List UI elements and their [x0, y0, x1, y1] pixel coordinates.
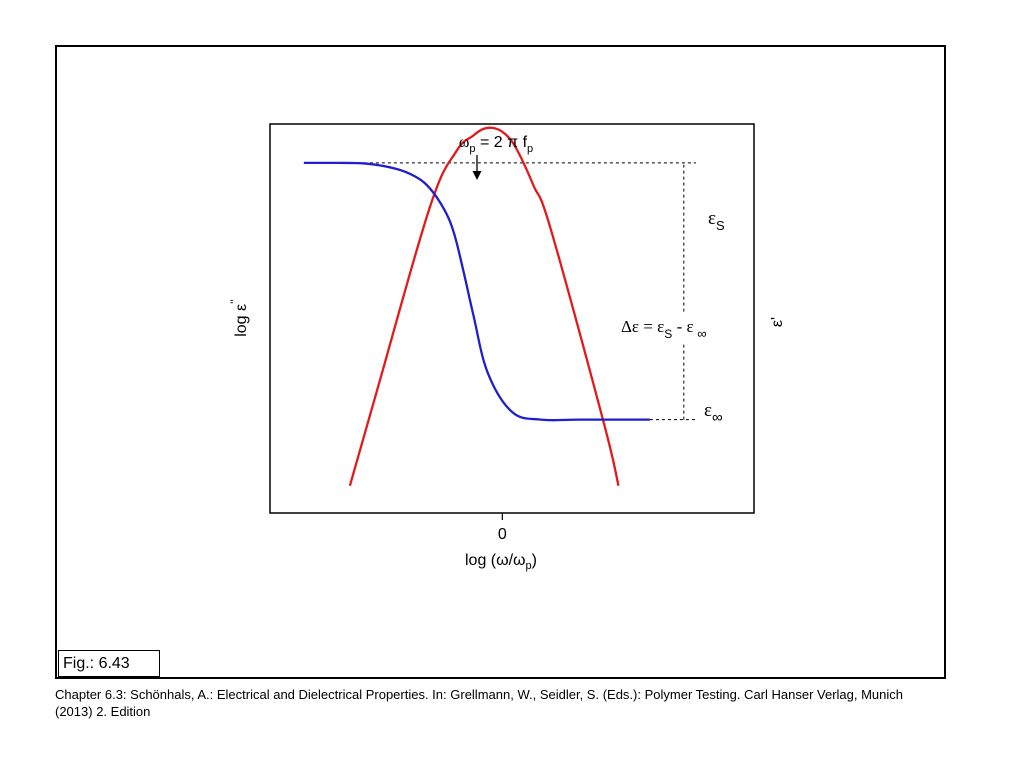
series-line-permittivity [303, 161, 650, 422]
figure-frame [55, 45, 946, 679]
x-axis-label: log (ω/ωp) [465, 552, 537, 572]
figure-label: Fig.: 6.43 [58, 650, 160, 677]
eps-s-label: εS [708, 208, 725, 233]
delta-eps-label: Δε = εS - ε ∞ [621, 317, 707, 341]
eps-inf-label: ε∞ [704, 400, 723, 426]
y-axis-label-left: log ε'' [228, 299, 250, 337]
peak-annotation: ωp = 2 π fp [459, 134, 533, 155]
peak-arrow-head [472, 171, 482, 180]
y-axis-label-right: ε' [769, 317, 786, 327]
series-line-loss [348, 126, 620, 487]
delta-label-bg [619, 312, 751, 342]
x-tick-label: 0 [498, 526, 507, 543]
series-layer [303, 126, 650, 487]
plot-box [269, 123, 755, 514]
figure-caption: Chapter 6.3: Schönhals, A.: Electrical a… [55, 687, 904, 719]
reference-lines [303, 162, 696, 421]
